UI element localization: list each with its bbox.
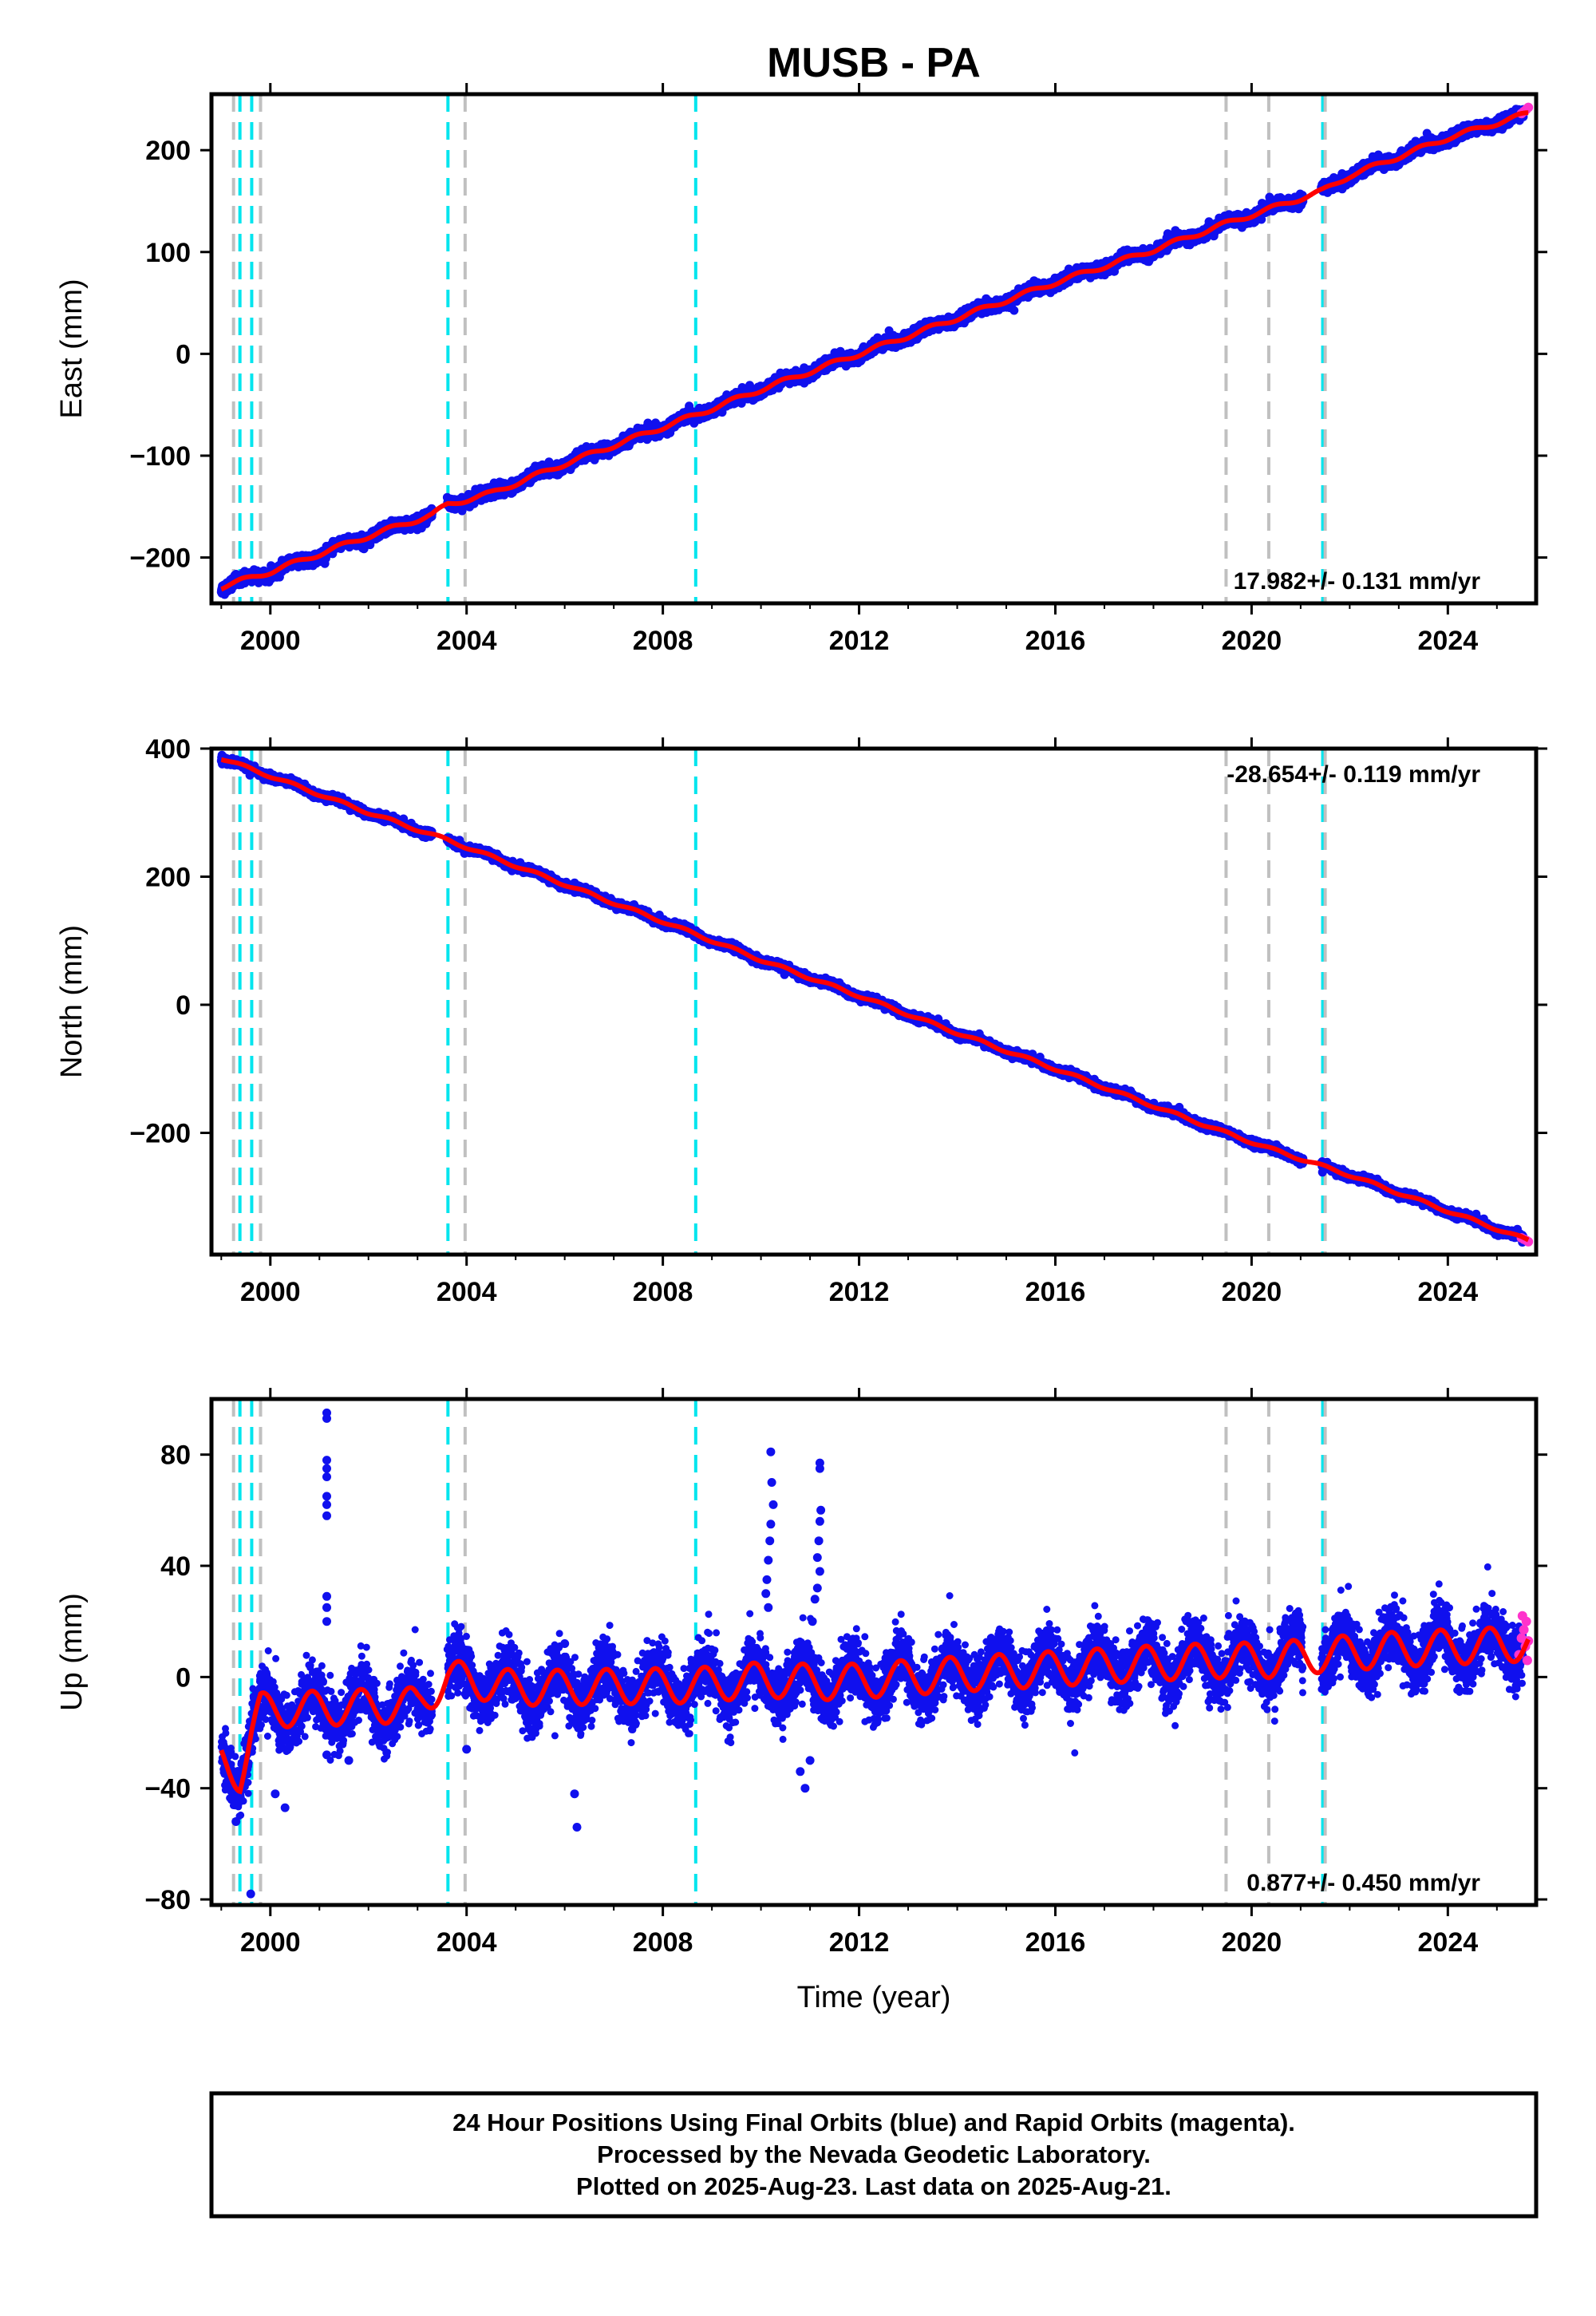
east-y-tick-label-4: 200 [145,136,191,166]
up-x-tick-label-5: 2020 [1222,1927,1282,1958]
east-x-tick-label-0: 2000 [240,626,301,656]
up-y-tick-label-4: 80 [160,1441,191,1471]
up-x-tick-label-4: 2016 [1025,1927,1086,1958]
north-x-tick-label-0: 2000 [240,1277,301,1307]
up-x-tick-label-1: 2004 [437,1927,497,1958]
up-y-tick-label-0: −80 [144,1885,191,1915]
chart-title: MUSB - PA [767,40,981,86]
footer-line-3: Plotted on 2025-Aug-23. Last data on 202… [576,2172,1171,2200]
east-plot-area [216,94,1534,603]
east-x-tick-label-5: 2020 [1222,626,1282,656]
north-x-tick-label-2: 2008 [633,1277,693,1307]
north-x-tick-label-6: 2024 [1418,1277,1479,1307]
up-final-orbit-points [217,1408,1527,1899]
east-y-tick-label-0: −200 [129,543,191,574]
east-x-tick-label-4: 2016 [1025,626,1086,656]
up-rapid-orbit-points [1514,1611,1534,1666]
up-y-tick-label-3: 40 [160,1551,191,1582]
up-y-axis-label: Up (mm) [55,1593,89,1711]
east-y-tick-label-1: −100 [129,441,191,472]
north-x-tick-label-1: 2004 [437,1277,497,1307]
footer-border [209,2091,1539,2219]
up-x-tick-label-3: 2012 [829,1927,890,1958]
footer-line-2: Processed by the Nevada Geodetic Laborat… [597,2140,1151,2168]
north-frame [209,746,1539,1257]
up-x-tick-label-6: 2024 [1418,1927,1479,1958]
north-y-tick-label-2: 200 [145,863,191,893]
panel-east: 2000 2004 2008 2012 2016 2020 2024 −200 −100 0 100… [55,83,1547,656]
east-y-tick-label-3: 100 [145,238,191,268]
north-rate-label: -28.654+/- 0.119 mm/yr [1227,761,1480,788]
east-model-line [220,110,1529,592]
east-x-tick-label-3: 2012 [829,626,890,656]
up-model-line [219,1625,1531,1795]
north-x-tick-label-3: 2012 [829,1277,890,1307]
up-frame [209,1397,1539,1907]
east-final-orbit-points [216,105,1528,599]
north-y-axis-label: North (mm) [55,925,89,1078]
up-x-tick-label-2: 2008 [633,1927,693,1958]
panel-up: 2000 2004 2008 2012 2016 2020 2024 −80 −40 0 40 80 U… [55,1388,1547,1958]
north-x-tick-label-5: 2020 [1222,1277,1282,1307]
x-axis-label: Time (year) [797,1981,951,2014]
north-y-tick-label-1: 0 [176,990,191,1021]
east-y-tick-label-2: 0 [176,339,191,370]
up-rate-label: 0.877+/- 0.450 mm/yr [1246,1870,1480,1896]
east-frame [209,92,1539,606]
up-plot-area [217,1399,1534,1905]
east-x-tick-label-1: 2004 [437,626,497,656]
up-y-tick-label-2: 0 [176,1662,191,1693]
up-x-tick-label-0: 2000 [240,1927,301,1958]
footer-box: 24 Hour Positions Using Final Orbits (bl… [209,2091,1539,2219]
footer-line-1: 24 Hour Positions Using Final Orbits (bl… [452,2109,1295,2136]
east-x-tick-label-2: 2008 [633,626,693,656]
east-x-tick-label-6: 2024 [1418,626,1479,656]
north-model-line [220,757,1530,1243]
north-y-tick-label-3: 400 [145,734,191,765]
panel-north: 2000 2004 2008 2012 2016 2020 2024 −200 0 200 400 N… [55,734,1547,1307]
east-y-axis-label: East (mm) [55,279,89,418]
north-plot-area [216,749,1534,1255]
north-x-tick-label-4: 2016 [1025,1277,1086,1307]
east-rate-label: 17.982+/- 0.131 mm/yr [1234,568,1481,595]
north-y-tick-label-0: −200 [129,1119,191,1149]
up-y-tick-label-1: −40 [144,1774,191,1804]
